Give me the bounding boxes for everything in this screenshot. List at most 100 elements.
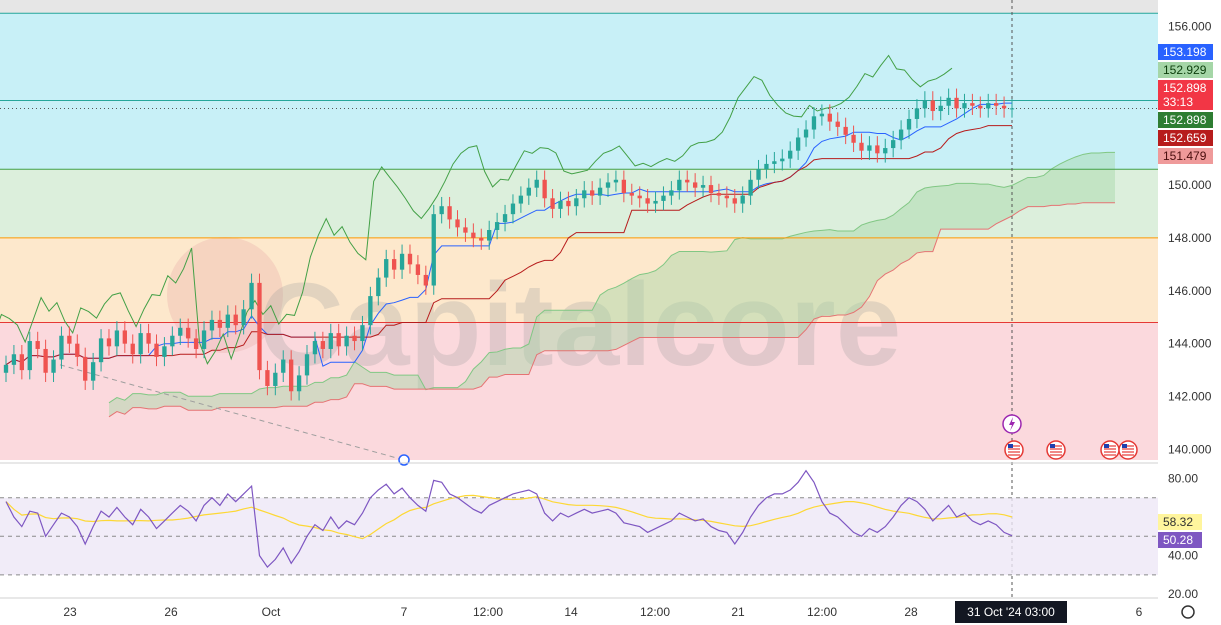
candle-body	[83, 356, 88, 381]
zone-2	[0, 169, 1158, 238]
candle-body	[661, 195, 666, 201]
candle	[67, 326, 72, 353]
candle-body	[106, 338, 112, 347]
candle-body	[233, 314, 238, 326]
candle-body	[898, 129, 904, 141]
candle-body	[423, 274, 428, 286]
candle-body	[138, 333, 143, 355]
candle-body	[225, 314, 230, 328]
chikou-line	[0, 54, 953, 365]
candle	[930, 91, 935, 121]
candle	[661, 186, 666, 211]
candle-body	[708, 185, 714, 193]
candle	[906, 109, 912, 139]
candle	[605, 173, 611, 197]
price-badge	[1158, 130, 1213, 146]
candle	[795, 128, 801, 160]
zone-4	[0, 322, 1158, 460]
price-badge	[1158, 62, 1213, 78]
candle-body	[732, 198, 737, 204]
candle	[51, 350, 56, 383]
candle	[130, 334, 135, 364]
candle	[1009, 99, 1015, 118]
time-tick-label: 7	[401, 605, 408, 619]
candle-body	[304, 354, 310, 376]
settings-gear-icon[interactable]	[1181, 605, 1195, 619]
candle	[692, 173, 698, 197]
time-tick-label: 14	[564, 605, 578, 619]
candle-body	[788, 150, 793, 159]
candle-body	[431, 214, 436, 286]
candle	[510, 194, 516, 224]
candle-body	[914, 108, 920, 119]
candle-body	[479, 237, 484, 241]
candle-body	[978, 105, 983, 109]
flag-canton	[1122, 444, 1127, 448]
price-badge-text: 153.198	[1163, 45, 1207, 59]
candle-body	[27, 341, 32, 371]
candle-body	[550, 198, 555, 209]
candle	[843, 117, 848, 145]
top-band	[0, 0, 1158, 14]
trend-line-segment	[59, 364, 405, 461]
price-badge-text: 151.479	[1163, 149, 1207, 163]
candle-body	[566, 200, 571, 207]
candle	[685, 170, 690, 192]
candle-body	[692, 182, 698, 188]
crosshair-time-label	[955, 601, 1067, 623]
candle	[645, 189, 650, 213]
price-tick-label: 140.000	[1168, 442, 1212, 456]
candle-body	[75, 343, 80, 357]
candle	[146, 323, 151, 353]
price-tick-label: 150.000	[1168, 178, 1212, 192]
candle-body	[780, 158, 785, 162]
price-tick-label: 144.000	[1168, 337, 1212, 351]
candle	[669, 181, 674, 205]
candle	[360, 315, 365, 351]
candle	[780, 149, 785, 171]
candle-body	[273, 372, 278, 386]
candle-body	[328, 333, 333, 349]
candle	[772, 152, 777, 174]
candle	[542, 170, 547, 208]
kijun-line	[5, 125, 1012, 366]
candle-body	[455, 219, 460, 228]
candle-body	[463, 227, 468, 233]
candle-body	[146, 333, 151, 344]
candle-body	[336, 333, 341, 347]
us-flag-icon	[1046, 440, 1066, 460]
candle	[83, 347, 88, 390]
candle	[447, 196, 452, 229]
candle-body	[265, 370, 270, 386]
candle	[708, 175, 714, 203]
price-tick-label: 156.000	[1168, 19, 1212, 33]
candle-body	[653, 200, 658, 204]
candle-body	[67, 335, 72, 344]
candle-body	[407, 253, 413, 265]
price-badge	[1158, 44, 1213, 60]
candle	[494, 212, 500, 240]
crosshair-time-text: 31 Oct '24 03:00	[967, 605, 1055, 619]
candle	[732, 189, 737, 213]
candle	[336, 323, 341, 356]
us-flag-icon	[1004, 440, 1024, 460]
candle-body	[19, 354, 25, 371]
candle	[479, 228, 484, 250]
price-badge	[1158, 112, 1213, 128]
candle	[811, 107, 817, 139]
candle	[75, 334, 80, 367]
candle-body	[98, 338, 104, 363]
candle-body	[59, 335, 64, 360]
candle	[954, 88, 959, 118]
time-tick-label: 21	[731, 605, 745, 619]
candle	[273, 363, 278, 396]
candle-body	[526, 187, 531, 196]
candle-body	[376, 277, 381, 297]
candle	[193, 329, 199, 359]
price-tick-label: 146.000	[1168, 284, 1212, 298]
candle-body	[819, 113, 825, 117]
ichimoku-cloud	[108, 151, 1115, 418]
candle	[225, 305, 230, 338]
candle	[700, 175, 706, 197]
